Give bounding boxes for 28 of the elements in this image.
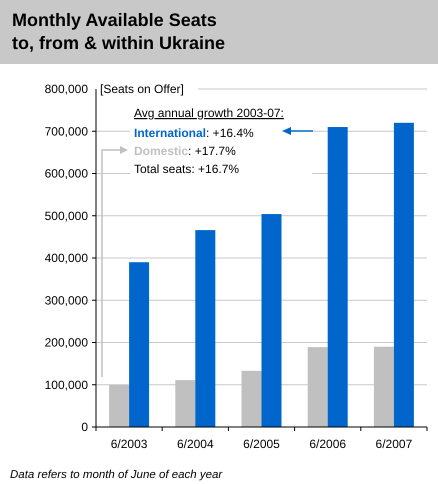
annotation: Total seats: +16.7% (134, 162, 240, 176)
annotation: Avg annual growth 2003-07: (134, 106, 284, 120)
y-tick-label: 0 (81, 420, 88, 434)
annotation: : +17.7% (188, 144, 236, 158)
legend-label: Domestic (134, 144, 188, 158)
chart-title: Monthly Available Seats to, from & within Ukraine (12, 10, 226, 53)
x-tick-label: 6/2007 (376, 437, 413, 451)
y-tick-label: 100,000 (44, 378, 88, 392)
text: Data refers to month of June of each year (10, 469, 224, 481)
y-tick-label: 400,000 (44, 251, 88, 265)
y-tick-label: 700,000 (44, 124, 88, 138)
bar (328, 127, 348, 427)
bar (262, 214, 282, 427)
y-tick-label: 800,000 (44, 82, 88, 96)
y-tick-label: 600,000 (44, 166, 88, 180)
y-tick-label: 300,000 (44, 293, 88, 308)
y-axis-title: [Seats on Offer] (100, 82, 184, 96)
x-tick-label: 6/2006 (309, 437, 346, 451)
bar (394, 122, 414, 427)
annotation: : +16.4% (206, 126, 254, 140)
text: International (134, 126, 206, 140)
bar (195, 230, 216, 427)
x-tick-label: 6/2004 (176, 437, 214, 451)
x-tick-label: 6/2005 (243, 437, 280, 451)
x-tick-label: 6/2003 (110, 437, 148, 451)
bar (129, 262, 150, 427)
y-tick-label: 200,000 (44, 336, 88, 350)
y-tick-label: 500,000 (44, 208, 88, 223)
